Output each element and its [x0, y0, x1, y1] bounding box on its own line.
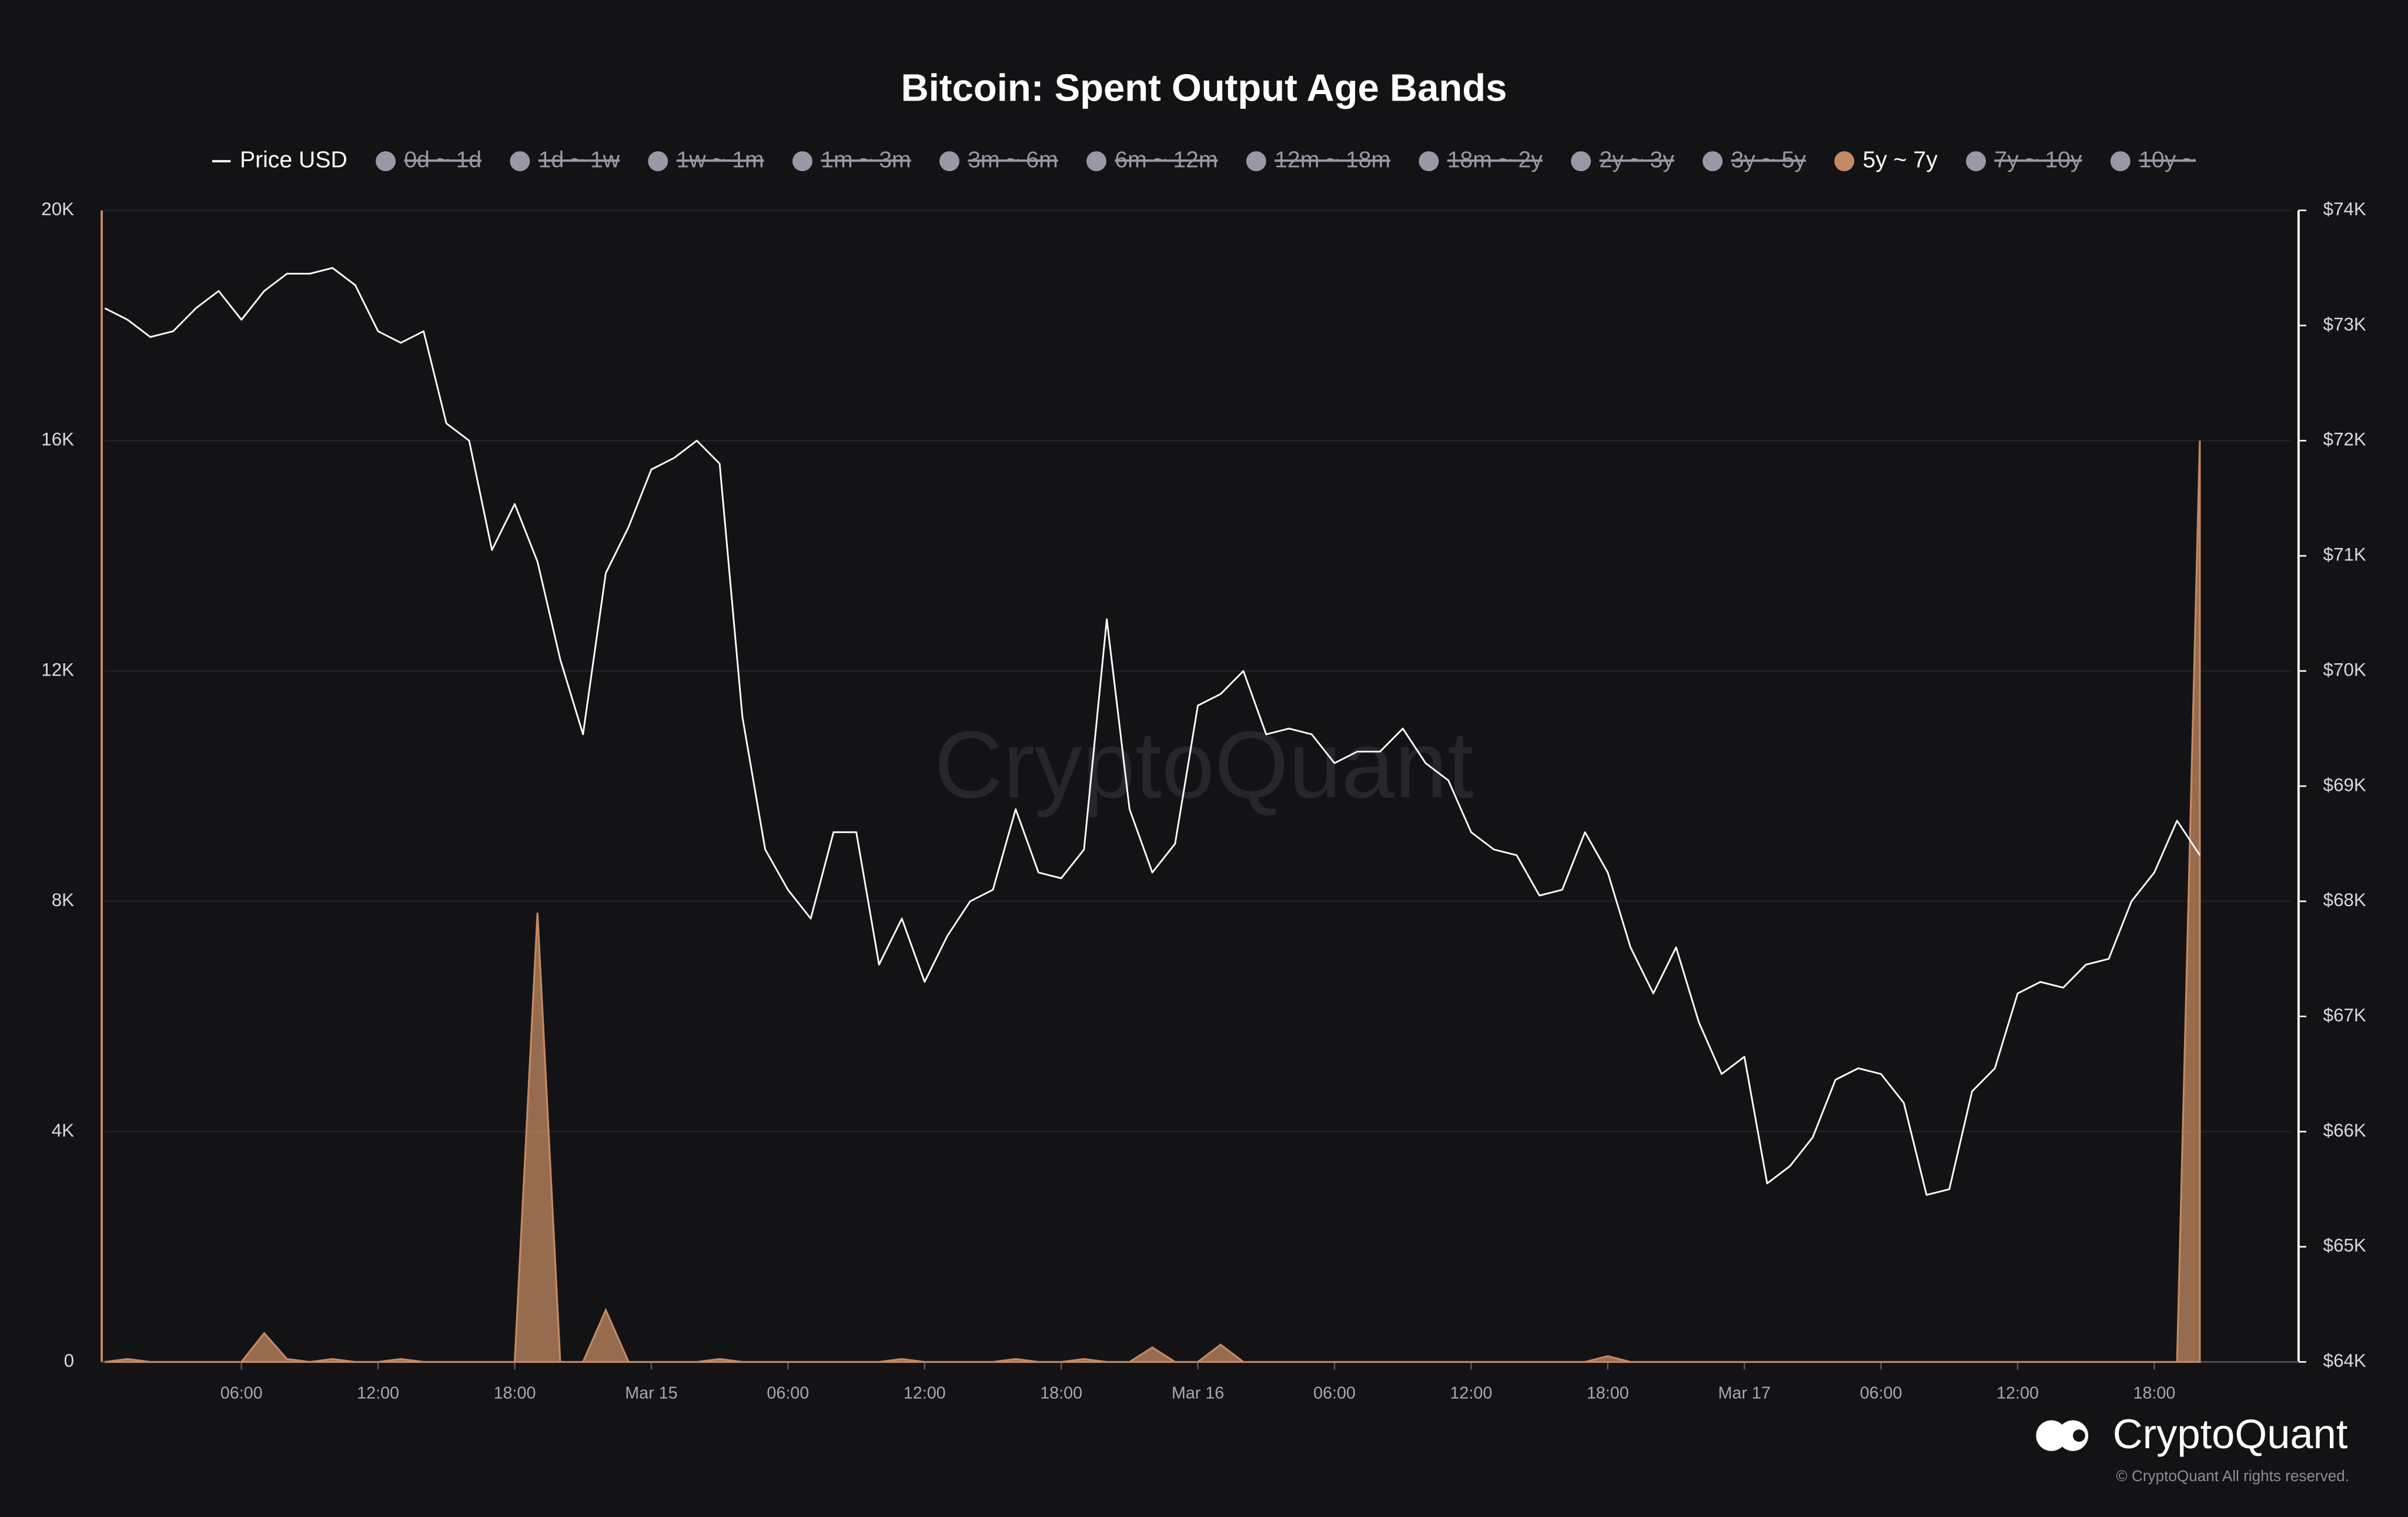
legend-swatch [2110, 151, 2131, 172]
y2-tick-label: $66K [2323, 1120, 2366, 1141]
watermark: CryptoQuant [934, 711, 1474, 818]
y-tick-label: 0 [64, 1351, 74, 1371]
legend-swatch [792, 151, 812, 172]
legend-swatch [1571, 151, 1591, 172]
logo-mark [2036, 1420, 2067, 1451]
price-line [104, 267, 2201, 1196]
legend-item: 7y ~ 10y [1966, 148, 2082, 173]
y-tick-label: 8K [52, 890, 74, 910]
y-tick-label: 12K [41, 659, 74, 680]
legend-label: 1m ~ 3m [821, 148, 911, 173]
legend-item: 1d ~ 1w [510, 148, 620, 173]
logo-mark [2073, 1429, 2085, 1442]
legend-label: 0d ~ 1d [404, 148, 481, 173]
legend-swatch [1834, 151, 1855, 172]
legend-label: 3m ~ 6m [968, 148, 1058, 173]
legend-label: 18m ~ 2y [1447, 148, 1543, 173]
y-tick-label: 16K [41, 429, 74, 450]
legend-item: 18m ~ 2y [1419, 148, 1543, 173]
legend-swatch [1966, 151, 1986, 172]
x-tick-label: Mar 15 [625, 1384, 677, 1403]
x-tick-label: 18:00 [1040, 1384, 1082, 1403]
legend: Price USD 0d ~ 1d 1d ~ 1w 1w ~ 1m 1m ~ 3m 3m … [212, 148, 2196, 173]
x-tick-label: 18:00 [1587, 1384, 1629, 1403]
legend-item: 3m ~ 6m [939, 148, 1058, 173]
brand-logo [2036, 1420, 2089, 1451]
x-tick-label: 12:00 [357, 1384, 399, 1403]
legend-swatch [648, 151, 668, 172]
x-tick-label: 12:00 [1996, 1384, 2039, 1403]
y-tick-label: 4K [52, 1120, 74, 1141]
legend-label: 1d ~ 1w [539, 148, 620, 173]
legend-label: 6m ~ 12m [1115, 148, 1218, 173]
legend-swatch [1419, 151, 1439, 172]
legend-label: Price USD [240, 148, 347, 173]
legend-swatch [1086, 151, 1106, 172]
y2-tick-label: $71K [2323, 544, 2366, 565]
x-tick-label: 06:00 [1313, 1384, 1356, 1403]
y2-tick-label: $64K [2323, 1351, 2366, 1371]
area-series [105, 440, 2201, 1363]
x-tick-label: Mar 16 [1172, 1384, 1224, 1403]
y-tick-label: 20K [41, 199, 74, 219]
legend-label: 12m ~ 18m [1275, 148, 1390, 173]
legend-item: 6m ~ 12m [1086, 148, 1218, 173]
legend-item: 2y ~ 3y [1571, 148, 1674, 173]
chart-title: Bitcoin: Spent Output Age Bands [901, 66, 1507, 109]
copyright: © CryptoQuant All rights reserved. [2116, 1467, 2350, 1485]
legend-item: Price USD [212, 148, 347, 173]
x-tick-label: 12:00 [904, 1384, 946, 1403]
x-tick-label: 12:00 [1450, 1384, 1492, 1403]
y2-tick-label: $73K [2323, 314, 2366, 335]
legend-label: 1w ~ 1m [677, 148, 764, 173]
y2-tick-label: $70K [2323, 659, 2366, 680]
legend-label: 10y ~ [2139, 148, 2196, 173]
legend-label: 5y ~ 7y [1862, 148, 1938, 173]
legend-swatch [376, 151, 396, 172]
legend-swatch [1246, 151, 1266, 172]
legend-item: 0d ~ 1d [376, 148, 481, 173]
x-tick-label: Mar 17 [1718, 1384, 1770, 1403]
legend-item: 12m ~ 18m [1246, 148, 1390, 173]
x-tick-label: 06:00 [220, 1384, 263, 1403]
x-tick-label: 18:00 [2133, 1384, 2175, 1403]
legend-label: 2y ~ 3y [1600, 148, 1675, 173]
y2-tick-label: $69K [2323, 774, 2366, 795]
x-tick-label: 06:00 [1860, 1384, 1902, 1403]
y2-tick-label: $68K [2323, 890, 2366, 910]
x-tick-label: 18:00 [494, 1384, 536, 1403]
legend-label: 3y ~ 5y [1731, 148, 1806, 173]
brand: CryptoQuant [2113, 1411, 2348, 1457]
legend-item: 1w ~ 1m [648, 148, 764, 173]
y2-tick-label: $65K [2323, 1235, 2366, 1256]
legend-item: 5y ~ 7y [1834, 148, 1938, 173]
legend-item: 3y ~ 5y [1703, 148, 1806, 173]
legend-item: 1m ~ 3m [792, 148, 911, 173]
x-tick-label: 06:00 [767, 1384, 809, 1403]
legend-swatch [510, 151, 530, 172]
legend-label: 7y ~ 10y [1994, 148, 2082, 173]
legend-swatch [939, 151, 959, 172]
y2-tick-label: $72K [2323, 429, 2366, 450]
legend-swatch [1703, 151, 1723, 172]
legend-item: 10y ~ [2110, 148, 2196, 173]
y2-tick-label: $67K [2323, 1005, 2366, 1025]
y2-tick-label: $74K [2323, 199, 2366, 219]
